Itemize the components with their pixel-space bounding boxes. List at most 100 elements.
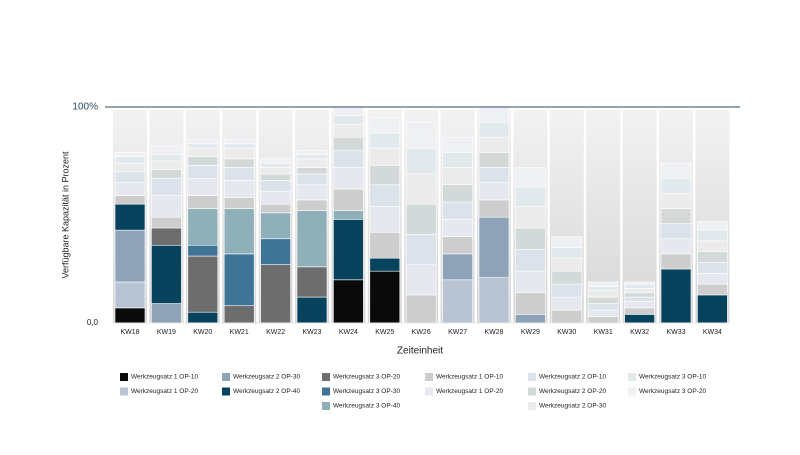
- bar-segment: [551, 296, 583, 311]
- legend-label: Werkzeugsatz 1 OP-10: [436, 374, 503, 381]
- bar-segment: [442, 167, 473, 186]
- bar-segment: [660, 223, 692, 240]
- bar-segment: [369, 147, 401, 166]
- bar-segment: [187, 177, 219, 196]
- bar-segment: [405, 121, 437, 149]
- bar-segment: [296, 173, 328, 186]
- bar-segment: [223, 139, 255, 145]
- bar-segment: [151, 177, 182, 196]
- bar-segment: [151, 160, 182, 170]
- bar-segment: [624, 296, 655, 302]
- x-tick-label: KW33: [666, 329, 685, 336]
- bar-segment: [587, 303, 619, 311]
- bar-segment: [515, 186, 546, 207]
- legend-swatch: [425, 387, 433, 396]
- bar-segment: [296, 266, 328, 298]
- legend-label: Werkzeugsatz 3 OP-20: [333, 374, 400, 381]
- x-tick-label: KW28: [484, 329, 503, 336]
- bar-segment: [697, 229, 728, 242]
- x-tick-label: KW20: [193, 329, 212, 336]
- bar-segment: [114, 195, 146, 205]
- bar-segment: [697, 262, 728, 274]
- bar-segment: [624, 314, 655, 324]
- x-tick-label: KW23: [302, 329, 321, 336]
- legend-label: Werkzeugsatz 2 OP-30: [233, 374, 300, 381]
- bar-segment: [478, 182, 510, 201]
- bar-segment: [296, 167, 328, 175]
- legend-swatch: [322, 373, 330, 381]
- bar-segment: [187, 195, 219, 209]
- bar-segment: [223, 208, 255, 255]
- bar-segment: [333, 210, 364, 220]
- bar-segment: [114, 171, 146, 183]
- bar-segment: [223, 197, 255, 209]
- bar-segment: [442, 201, 473, 220]
- bar-segment: [624, 292, 655, 298]
- legend-label: Werkzeugsatz 2 OP-40: [233, 388, 300, 395]
- bar-segment: [151, 154, 182, 162]
- bar-segment: [624, 281, 655, 285]
- bar-segment: [296, 210, 328, 268]
- bar-segment: [260, 167, 291, 175]
- legend-label: Werkzeugsatz 3 OP-30: [333, 388, 400, 395]
- y-tick-label: 100%: [72, 102, 98, 113]
- bar-segment: [478, 199, 510, 218]
- bar-segment: [660, 268, 692, 324]
- bar-segment: [442, 136, 473, 153]
- bar-segment: [369, 270, 401, 324]
- bar-segment: [260, 264, 291, 324]
- bar-segment: [187, 139, 219, 145]
- bar-segment: [151, 195, 182, 218]
- bar-segment: [442, 152, 473, 168]
- bar-segment: [151, 216, 182, 229]
- bar-segment: [333, 123, 364, 138]
- bar-segment: [478, 277, 510, 324]
- legend-label: Werkzeugsatz 3 OP-40: [333, 403, 400, 410]
- x-tick-label: KW19: [157, 329, 176, 336]
- bar-segment: [223, 167, 255, 181]
- bar-segment: [587, 296, 619, 304]
- bar-segment: [296, 184, 328, 201]
- bar-segment: [223, 253, 255, 307]
- bar-segment: [369, 257, 401, 272]
- bar-segment: [551, 270, 583, 285]
- bar-segment: [114, 229, 146, 283]
- bar-segment: [405, 203, 437, 235]
- bar-segment: [187, 208, 219, 246]
- legend-label: Werkzeugsatz 1 OP-20: [436, 388, 503, 395]
- x-tick-label: KW31: [594, 329, 613, 336]
- bar-segment: [296, 199, 328, 211]
- legend-swatch: [528, 373, 536, 381]
- bar-segment: [187, 165, 219, 179]
- bar-segment: [442, 236, 473, 255]
- x-axis-label: Zeiteinheit: [397, 346, 443, 357]
- legend-swatch: [425, 373, 433, 381]
- bar-segment: [296, 296, 328, 324]
- bar-segment: [369, 132, 401, 149]
- bar-segment: [405, 264, 437, 296]
- bar-segment: [515, 314, 546, 324]
- legend-swatch: [120, 373, 128, 381]
- bar-segment: [551, 283, 583, 298]
- bar-segment: [114, 156, 146, 164]
- bar-segment: [515, 270, 546, 294]
- bar-segment: [333, 188, 364, 211]
- bar-segment: [587, 316, 619, 324]
- bar-segment: [587, 285, 619, 291]
- x-tick-label: KW27: [448, 329, 467, 336]
- x-tick-label: KW25: [375, 329, 394, 336]
- bar-segment: [478, 106, 510, 123]
- bar-segment: [478, 136, 510, 153]
- bar-segment: [515, 292, 546, 315]
- bar-segment: [551, 309, 583, 324]
- bar-segment: [660, 208, 692, 224]
- bar-segment: [260, 203, 291, 214]
- bar-segment: [405, 147, 437, 175]
- bar-segment: [223, 147, 255, 160]
- legend-label: Werkzeugsatz 2 OP-30: [539, 403, 606, 410]
- bar-segment: [369, 117, 401, 134]
- x-tick-label: KW24: [339, 329, 358, 336]
- x-tick-label: KW26: [412, 329, 431, 336]
- bar-segment: [369, 184, 401, 207]
